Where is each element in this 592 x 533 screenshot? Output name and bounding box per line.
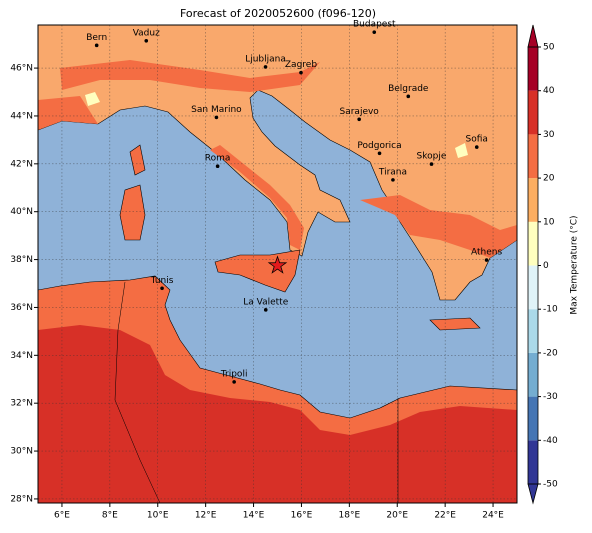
city-label: Sofia bbox=[466, 135, 488, 145]
x-tick-label: 18°E bbox=[339, 511, 361, 521]
city-dot bbox=[94, 43, 99, 48]
warm-zone bbox=[210, 145, 304, 250]
colorbar-tick-label: -50 bbox=[543, 480, 558, 490]
colorbar-extend bbox=[527, 24, 539, 48]
city-label: La Valette bbox=[243, 297, 288, 307]
city-dot bbox=[215, 164, 220, 169]
y-tick-label: 34°N bbox=[10, 351, 33, 361]
city-label: Ljubljana bbox=[245, 54, 286, 64]
border bbox=[114, 281, 161, 503]
europe-land bbox=[38, 25, 517, 301]
city-dot bbox=[372, 30, 377, 34]
title: Forecast of 2020052600 (f096-120) bbox=[180, 7, 376, 20]
city-label: Belgrade bbox=[388, 84, 429, 94]
city-dot bbox=[484, 258, 489, 262]
city-label: Tunis bbox=[150, 276, 174, 286]
colorbar-label: Max Temperature (°C) bbox=[570, 215, 580, 314]
city-dot bbox=[263, 308, 268, 312]
warm-zone bbox=[360, 195, 517, 258]
city-label: Athens bbox=[471, 248, 502, 258]
x-tick-label: 22°E bbox=[434, 511, 456, 521]
city-dot bbox=[391, 178, 395, 182]
x-tick-label: 10°E bbox=[147, 511, 169, 521]
city-label: Podgorica bbox=[357, 141, 401, 151]
y-tick-label: 36°N bbox=[10, 303, 33, 313]
city-label: Sarajevo bbox=[340, 107, 380, 117]
cold-zone bbox=[455, 143, 468, 158]
colorbar-band bbox=[528, 265, 538, 310]
y-tick-label: 44°N bbox=[10, 111, 33, 121]
x-tick-label: 12°E bbox=[195, 511, 217, 521]
x-tick-label: 16°E bbox=[291, 511, 313, 521]
colorbar-band bbox=[528, 440, 538, 484]
warm-zone bbox=[38, 96, 98, 130]
colorbar-band bbox=[528, 134, 538, 179]
colorbar-band bbox=[528, 90, 538, 135]
event-marker bbox=[267, 255, 288, 274]
colorbar-band bbox=[528, 47, 538, 91]
city-dot bbox=[232, 380, 236, 384]
city-label: Tirana bbox=[378, 167, 407, 177]
y-tick-label: 40°N bbox=[10, 207, 33, 217]
colorbar-tick-label: 20 bbox=[543, 174, 555, 184]
cold-zone bbox=[85, 92, 100, 106]
y-tick-label: 42°N bbox=[10, 159, 33, 169]
city-dot bbox=[406, 94, 411, 99]
colorbar-band bbox=[528, 309, 538, 353]
corsica bbox=[129, 144, 146, 176]
colorbar-band bbox=[528, 221, 538, 266]
city-label: Tripoli bbox=[220, 369, 248, 379]
city-dot bbox=[357, 117, 361, 122]
colorbar-tick-label: 50 bbox=[543, 43, 555, 53]
sardinia bbox=[119, 184, 146, 241]
x-tick-label: 20°E bbox=[386, 511, 408, 521]
city-dot bbox=[214, 115, 219, 120]
warm-zone bbox=[60, 60, 320, 92]
colorbar-tick-label: 10 bbox=[543, 217, 555, 227]
y-tick-label: 30°N bbox=[10, 447, 33, 457]
y-tick-label: 46°N bbox=[10, 64, 33, 74]
colorbar-tick-label: 0 bbox=[543, 261, 549, 271]
x-tick-label: 24°E bbox=[482, 511, 504, 521]
city-label: Zagreb bbox=[285, 60, 317, 70]
city-dot bbox=[377, 151, 382, 156]
city-label: San Marino bbox=[191, 105, 242, 115]
colorbar-tick-label: -40 bbox=[543, 436, 558, 446]
city-dot bbox=[429, 162, 434, 166]
y-tick-label: 38°N bbox=[10, 255, 33, 265]
map-frame bbox=[37, 24, 518, 504]
x-tick-label: 6°E bbox=[54, 511, 70, 521]
city-dot bbox=[299, 70, 303, 75]
y-tick-label: 32°N bbox=[10, 399, 33, 409]
colorbar-tick-label: 40 bbox=[543, 86, 555, 96]
city-dot bbox=[160, 286, 164, 291]
city-label: Vaduz bbox=[133, 28, 160, 38]
colorbar-tick-label: -30 bbox=[543, 392, 558, 402]
colorbar-tick-label: -10 bbox=[543, 305, 558, 315]
city-label: Bern bbox=[86, 33, 107, 43]
colorbar-tick-label: -20 bbox=[543, 348, 558, 358]
city-dot bbox=[263, 65, 268, 69]
city-dot bbox=[474, 145, 479, 149]
colorbar-band bbox=[528, 396, 538, 441]
x-tick-label: 14°E bbox=[243, 511, 265, 521]
colorbar-band bbox=[528, 352, 538, 397]
city-dot bbox=[144, 38, 149, 43]
x-tick-label: 8°E bbox=[102, 511, 118, 521]
city-label: Skopje bbox=[417, 152, 447, 162]
colorbar-extend bbox=[527, 483, 539, 505]
y-tick-label: 28°N bbox=[10, 494, 33, 504]
city-label: Roma bbox=[205, 154, 231, 164]
colorbar-tick-label: 30 bbox=[543, 130, 555, 140]
colorbar-band bbox=[528, 178, 538, 222]
crete bbox=[429, 317, 481, 331]
